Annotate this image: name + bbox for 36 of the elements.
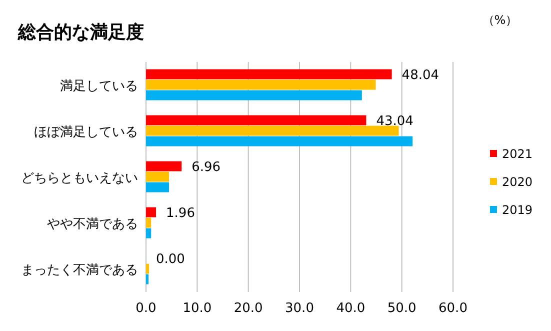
data-label: 48.04	[402, 68, 440, 83]
bar	[146, 218, 152, 228]
legend-label: 2021	[502, 147, 533, 161]
bar	[146, 228, 152, 238]
y-tick-label: 満足している	[60, 79, 138, 94]
x-tick-label: 0.0	[136, 301, 156, 316]
x-tick-label: 50.0	[387, 301, 416, 316]
x-tick-label: 30.0	[285, 301, 314, 316]
data-label: 43.04	[376, 114, 414, 129]
x-tick-label: 60.0	[438, 301, 468, 316]
x-tick-label: 20.0	[234, 301, 263, 316]
x-tick-label: 40.0	[336, 301, 366, 316]
bar	[146, 172, 170, 182]
bar	[146, 264, 150, 274]
y-tick-label: ほぼ満足している	[34, 125, 138, 140]
bar	[146, 69, 392, 80]
data-label: 6.96	[192, 160, 221, 175]
data-label: 1.96	[166, 206, 195, 221]
bar	[146, 126, 399, 136]
bar	[146, 161, 182, 172]
y-tick-label: やや不満である	[47, 217, 138, 232]
bar	[146, 80, 376, 90]
legend-label: 2019	[502, 203, 533, 217]
legend-label: 2020	[502, 175, 533, 189]
bar	[146, 274, 149, 284]
chart-title: 総合的な満足度	[17, 22, 144, 43]
bar	[146, 182, 170, 192]
text: （%）	[482, 13, 518, 27]
bar	[146, 115, 366, 126]
y-tick-label: どちらともいえない	[21, 171, 138, 186]
y-tick-label: まったく不満である	[21, 263, 138, 278]
bar	[146, 207, 156, 218]
data-label: 0.00	[156, 252, 185, 267]
x-tick-label: 10.0	[182, 301, 212, 316]
bar	[146, 136, 413, 146]
bar	[146, 90, 362, 100]
